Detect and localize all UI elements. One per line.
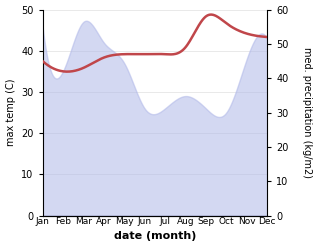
Y-axis label: med. precipitation (kg/m2): med. precipitation (kg/m2) [302, 47, 313, 178]
X-axis label: date (month): date (month) [114, 231, 196, 242]
Y-axis label: max temp (C): max temp (C) [5, 79, 16, 146]
